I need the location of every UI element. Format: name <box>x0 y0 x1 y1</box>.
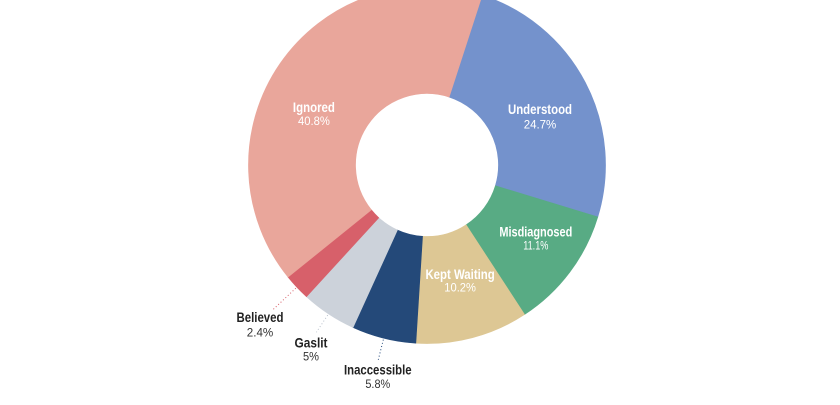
svg-text:11.1%: 11.1% <box>523 239 548 253</box>
svg-text:5%: 5% <box>303 350 319 364</box>
svg-text:Misdiagnosed: Misdiagnosed <box>499 224 572 239</box>
svg-text:Kept Waiting: Kept Waiting <box>425 267 494 282</box>
svg-text:40.8%: 40.8% <box>298 114 330 128</box>
svg-text:Inaccessible: Inaccessible <box>344 362 412 377</box>
svg-text:Gaslit: Gaslit <box>295 335 328 350</box>
svg-text:10.2%: 10.2% <box>444 280 476 294</box>
svg-text:5.8%: 5.8% <box>365 377 390 391</box>
svg-text:Believed: Believed <box>237 310 284 325</box>
svg-text:Ignored: Ignored <box>293 100 335 115</box>
svg-text:2.4%: 2.4% <box>247 325 274 339</box>
svg-text:24.7%: 24.7% <box>524 118 557 132</box>
svg-text:Understood: Understood <box>508 102 572 117</box>
